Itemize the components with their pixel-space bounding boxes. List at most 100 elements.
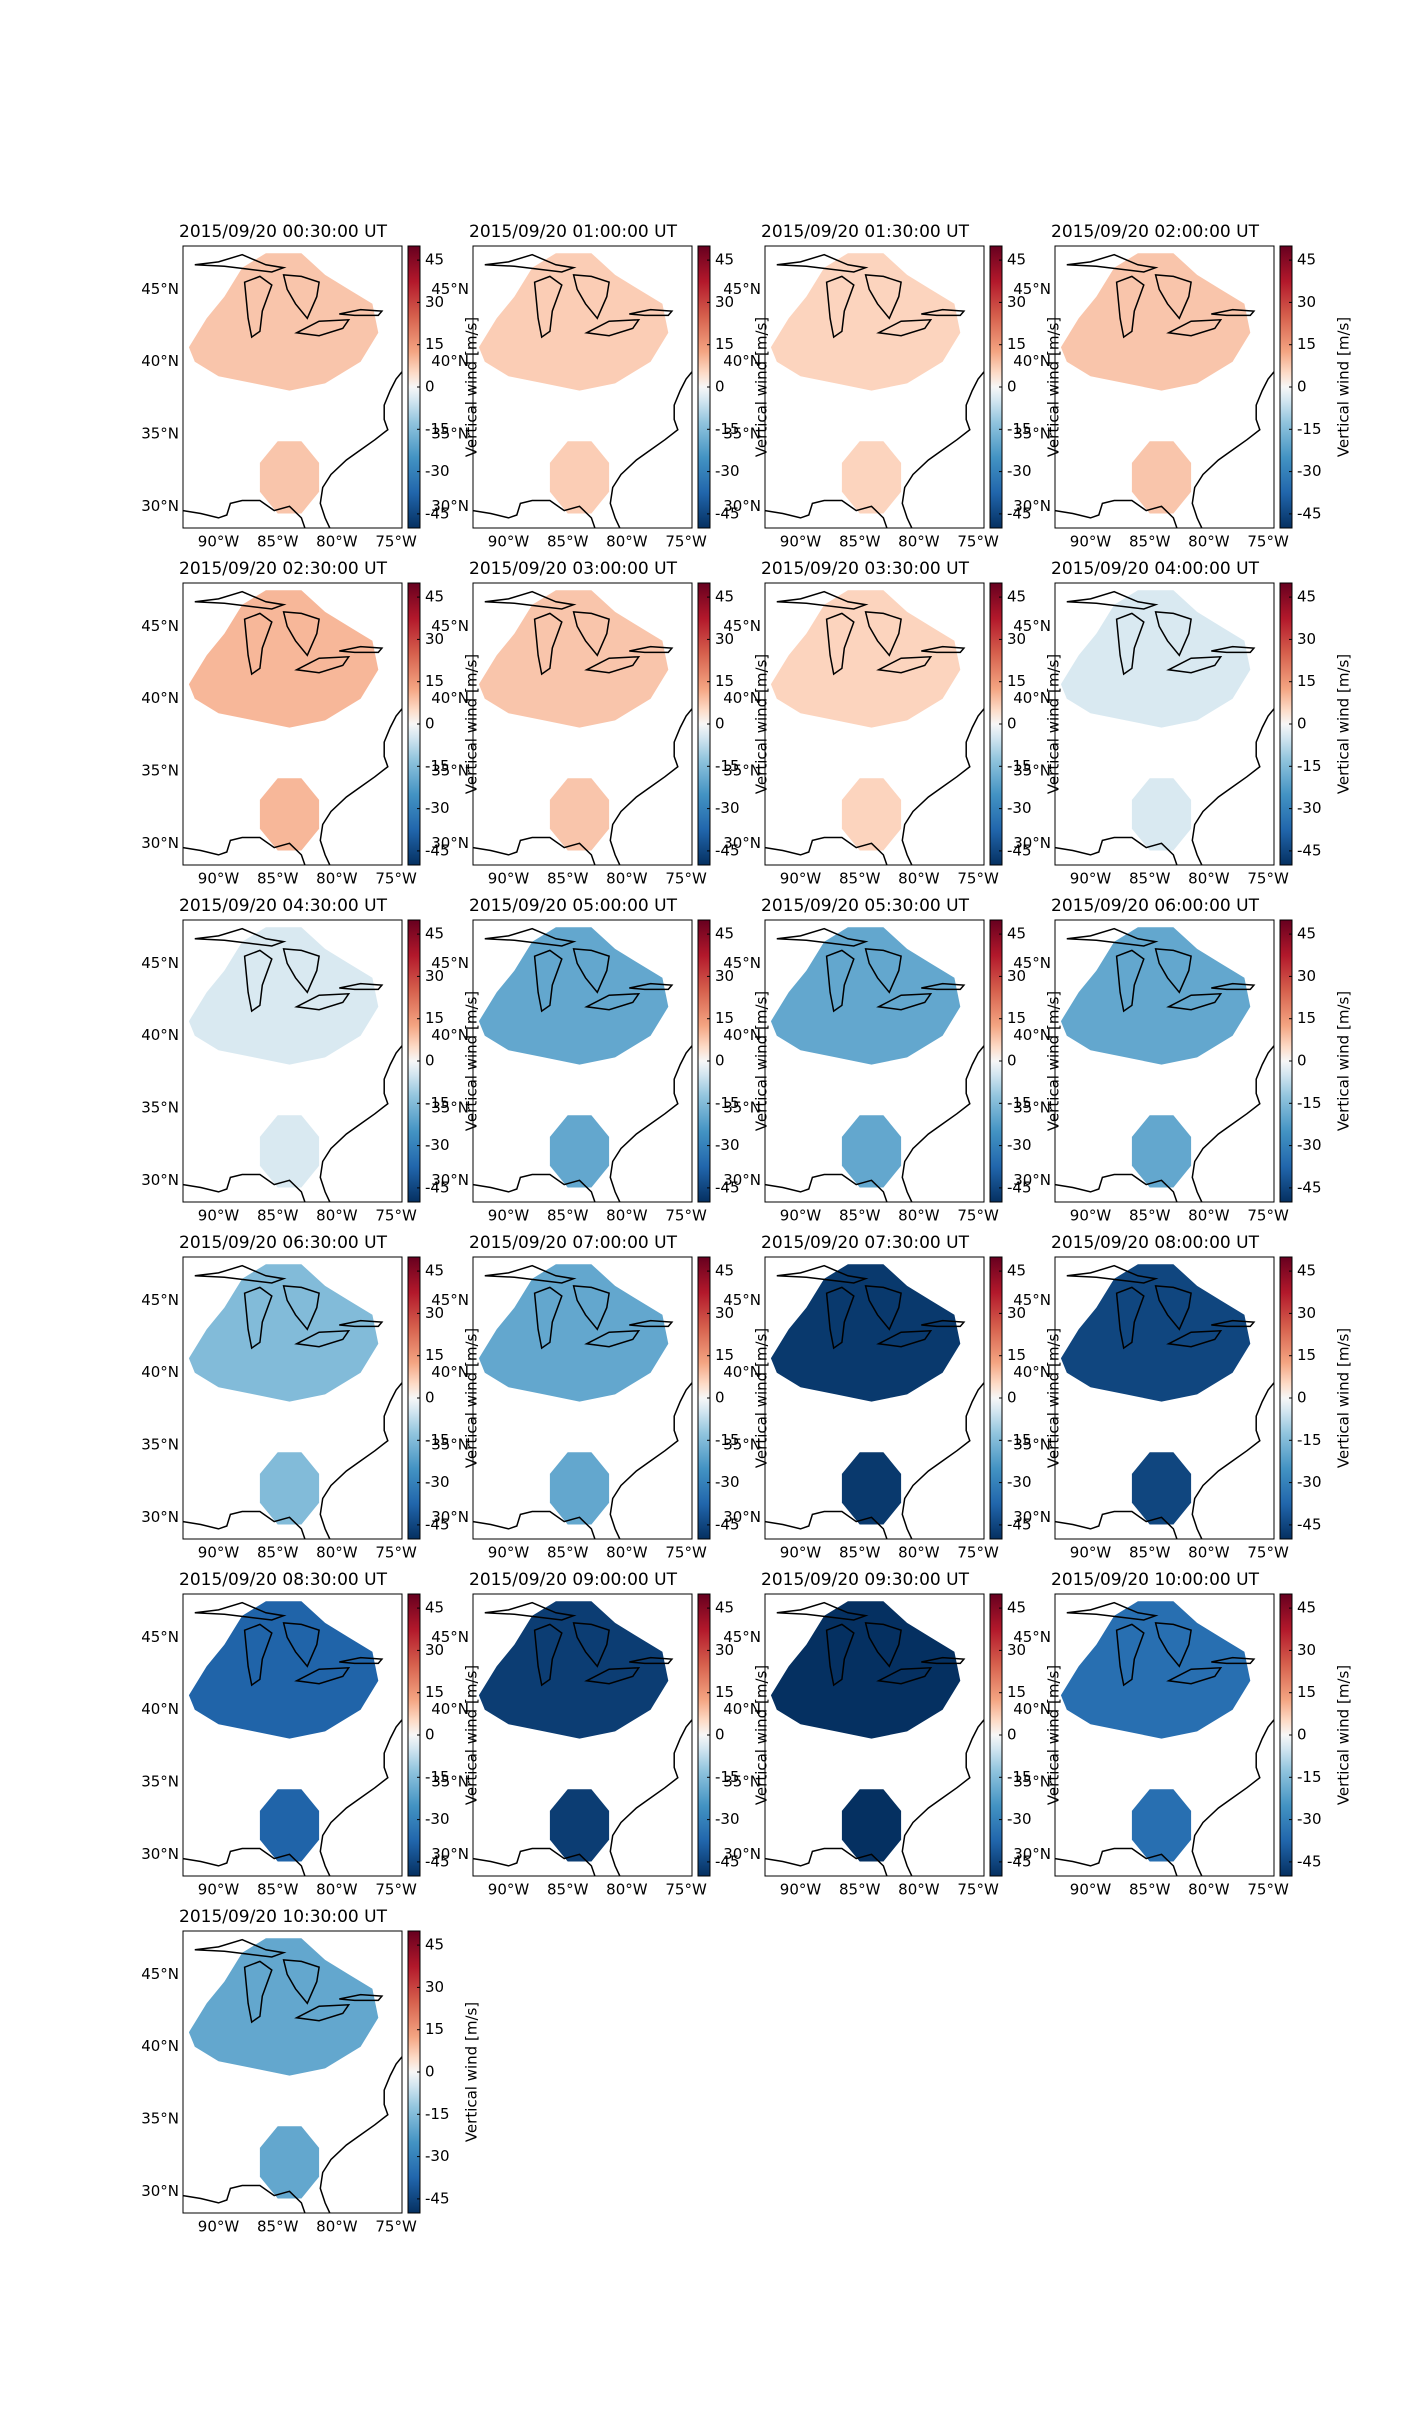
lake: [584, 1666, 641, 1685]
wind-region: [1131, 1789, 1192, 1862]
colorbar-label: Vertical wind [m/s]: [463, 317, 481, 457]
colorbar-tick-label: 30: [425, 967, 444, 985]
wind-region: [1060, 590, 1251, 728]
colorbar-tick-label: -30: [715, 1810, 740, 1828]
x-tick-label: 85°W: [257, 2218, 299, 2236]
coastline: [901, 353, 984, 528]
y-tick-label: 35°N: [141, 425, 179, 443]
coastline: [473, 1510, 596, 1539]
lake: [572, 1622, 610, 1668]
colorbar-tick-label: 30: [715, 293, 734, 311]
colorbar-tick-label: 0: [425, 1389, 435, 1407]
y-tick-label: 40°N: [723, 1700, 761, 1718]
y-tick-label: 40°N: [723, 689, 761, 707]
wind-region: [1131, 778, 1192, 851]
coastline: [319, 1027, 402, 1202]
lake: [876, 318, 933, 337]
lake: [282, 1285, 320, 1331]
y-tick-label: 30°N: [141, 1845, 179, 1863]
y-tick-label: 30°N: [723, 1508, 761, 1526]
colorbar-tick-label: 45: [1297, 1599, 1316, 1617]
wind-region: [1060, 1264, 1251, 1402]
wind-region: [478, 1601, 669, 1739]
map-panel: 2015/09/20 04:00:00 UT 90°W 85°W 80°W 75°W 30…: [1013, 559, 1352, 888]
y-tick-label: 35°N: [431, 1099, 469, 1117]
wind-region: [770, 253, 961, 391]
y-tick-label: 45°N: [431, 954, 469, 972]
colorbar-tick-label: -30: [425, 1810, 450, 1828]
y-tick-label: 30°N: [431, 1171, 469, 1189]
colorbar-tick-label: 0: [1297, 378, 1307, 396]
colorbar-tick-label: -15: [715, 757, 740, 775]
y-tick-label: 40°N: [723, 1026, 761, 1044]
panel-title: 2015/09/20 08:00:00 UT: [1051, 1233, 1260, 1253]
x-tick-label: 90°W: [780, 870, 822, 888]
colorbar-tick-label: -45: [1297, 504, 1322, 522]
y-tick-label: 45°N: [431, 1291, 469, 1309]
colorbar-tick-label: -30: [1297, 1473, 1322, 1491]
coastline: [1191, 353, 1274, 528]
x-tick-label: 85°W: [839, 1207, 881, 1225]
y-tick-label: 45°N: [723, 954, 761, 972]
lake: [1211, 645, 1256, 654]
colorbar-tick-label: 0: [715, 1726, 725, 1744]
axes-frame: [182, 582, 403, 866]
x-tick-label: 85°W: [257, 1881, 299, 1899]
lake: [1066, 590, 1159, 610]
colorbar-tick-label: 30: [715, 630, 734, 648]
map-body: [473, 590, 692, 865]
lake: [876, 992, 933, 1011]
lake: [294, 1666, 351, 1685]
colorbar-tick-label: -30: [425, 2147, 450, 2165]
lake: [584, 318, 641, 337]
y-tick-label: 40°N: [141, 689, 179, 707]
coastline: [473, 836, 596, 865]
colorbar-tick-label: 45: [1297, 925, 1316, 943]
coastline: [901, 690, 984, 865]
lake: [339, 1993, 384, 2002]
y-tick-label: 30°N: [141, 1508, 179, 1526]
lake: [339, 1656, 384, 1665]
map-panel: 2015/09/20 06:00:00 UT 90°W 85°W 80°W 75°W 30…: [1013, 896, 1352, 1225]
colorbar-tick-label: 45: [1297, 251, 1316, 269]
y-tick-label: 45°N: [141, 954, 179, 972]
colorbar-tick-label: 15: [1007, 1683, 1026, 1701]
y-tick-label: 35°N: [1013, 1436, 1051, 1454]
y-tick-label: 35°N: [723, 425, 761, 443]
x-tick-label: 85°W: [257, 1544, 299, 1562]
colorbar-tick-label: -30: [1007, 1136, 1032, 1154]
colorbar-tick-label: -30: [715, 1473, 740, 1491]
map-panel: 2015/09/20 03:30:00 UT 90°W 85°W 80°W 75°W 30…: [723, 559, 1062, 888]
x-tick-label: 75°W: [665, 1544, 707, 1562]
lake: [484, 590, 577, 610]
colorbar-label: Vertical wind [m/s]: [1335, 654, 1353, 794]
colorbar-tick-label: 30: [1007, 1641, 1026, 1659]
y-tick-label: 45°N: [141, 1965, 179, 1983]
wind-region: [770, 927, 961, 1065]
colorbar-tick-label: -30: [1007, 1810, 1032, 1828]
y-tick-label: 45°N: [141, 1291, 179, 1309]
coastline: [609, 1027, 692, 1202]
wind-region: [549, 1452, 610, 1525]
axes-frame: [1054, 919, 1275, 1203]
colorbar-label: Vertical wind [m/s]: [1335, 1665, 1353, 1805]
colorbar-tick-label: -45: [1007, 1178, 1032, 1196]
y-tick-label: 45°N: [1013, 954, 1051, 972]
x-tick-label: 85°W: [257, 870, 299, 888]
colorbar-tick-label: 0: [425, 2063, 435, 2081]
coastline: [473, 1173, 596, 1202]
y-tick-label: 40°N: [431, 1026, 469, 1044]
x-tick-label: 85°W: [1129, 1544, 1171, 1562]
lake: [776, 1601, 869, 1621]
map-body: [473, 253, 692, 528]
colorbar-tick-label: -45: [715, 504, 740, 522]
axes-frame: [472, 245, 693, 529]
x-tick-label: 80°W: [606, 1207, 648, 1225]
x-tick-label: 90°W: [488, 1881, 530, 1899]
wind-region: [549, 441, 610, 514]
colorbar-tick-label: 15: [425, 335, 444, 353]
coastline: [609, 1364, 692, 1539]
lake: [921, 308, 966, 317]
colorbar-tick-label: 30: [1007, 1304, 1026, 1322]
colorbar-tick-label: -45: [425, 1178, 450, 1196]
